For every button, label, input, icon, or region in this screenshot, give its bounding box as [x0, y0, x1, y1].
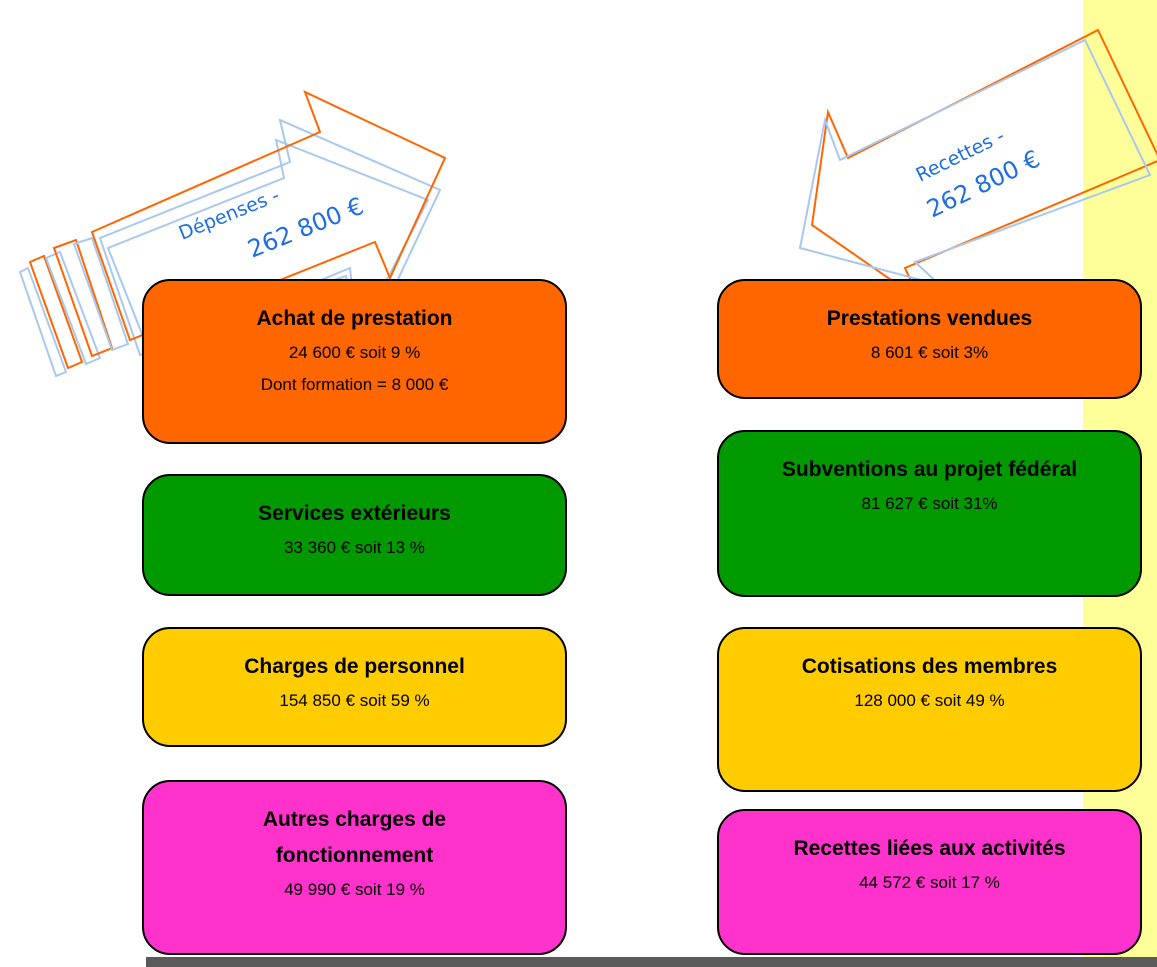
box-value: 81 627 € soit 31%	[861, 494, 998, 513]
box-title: Services extérieurs	[258, 502, 451, 525]
depenses-stripe-orange-1	[28, 254, 84, 370]
recettes-arrow: Recettes - 262 800 €	[798, 28, 1157, 303]
depenses-box-autres-charges: Autres charges de fonctionnement 49 990 …	[142, 780, 567, 955]
depenses-box-services-exterieurs: Services extérieurs 33 360 € soit 13 %	[142, 474, 567, 596]
box-value: 128 000 € soit 49 %	[854, 691, 1005, 710]
box-value: 154 850 € soit 59 %	[279, 691, 430, 710]
recettes-box-subventions: Subventions au projet fédéral 81 627 € s…	[717, 430, 1142, 597]
box-value: 8 601 € soit 3%	[870, 343, 989, 362]
box-detail: Dont formation = 8 000 €	[260, 375, 449, 394]
box-title: Cotisations des membres	[801, 655, 1058, 678]
depenses-stripe-blue-1	[18, 266, 68, 378]
recettes-box-prestations-vendues: Prestations vendues 8 601 € soit 3%	[717, 279, 1142, 399]
box-value: 24 600 € soit 9 %	[288, 343, 421, 362]
depenses-stripe-blue-3	[72, 236, 130, 352]
recettes-arrow-blue-outline	[798, 38, 1152, 286]
box-value: 44 572 € soit 17 %	[859, 873, 1000, 892]
box-title: Charges de personnel	[244, 655, 465, 678]
depenses-box-charges-personnel: Charges de personnel 154 850 € soit 59 %	[142, 627, 567, 747]
recettes-box-activites: Recettes liées aux activités 44 572 € so…	[717, 809, 1142, 955]
recettes-arrow-orange-outline	[810, 28, 1157, 303]
box-value: 49 990 € soit 19 %	[284, 880, 425, 899]
depenses-box-achat-prestation: Achat de prestation 24 600 € soit 9 % Do…	[142, 279, 567, 444]
box-title-line-1: Autres charges de	[262, 808, 447, 831]
box-title: Subventions au projet fédéral	[781, 458, 1078, 481]
box-title: Achat de prestation	[256, 307, 453, 330]
box-title: Prestations vendues	[826, 307, 1033, 330]
bottom-bar	[146, 957, 1157, 967]
recettes-box-cotisations: Cotisations des membres 128 000 € soit 4…	[717, 627, 1142, 792]
box-title: Recettes liées aux activités	[793, 837, 1066, 860]
box-value: 33 360 € soit 13 %	[284, 538, 425, 557]
box-title-line-2: fonctionnement	[275, 844, 434, 867]
depenses-stripe-blue-2	[44, 250, 102, 366]
